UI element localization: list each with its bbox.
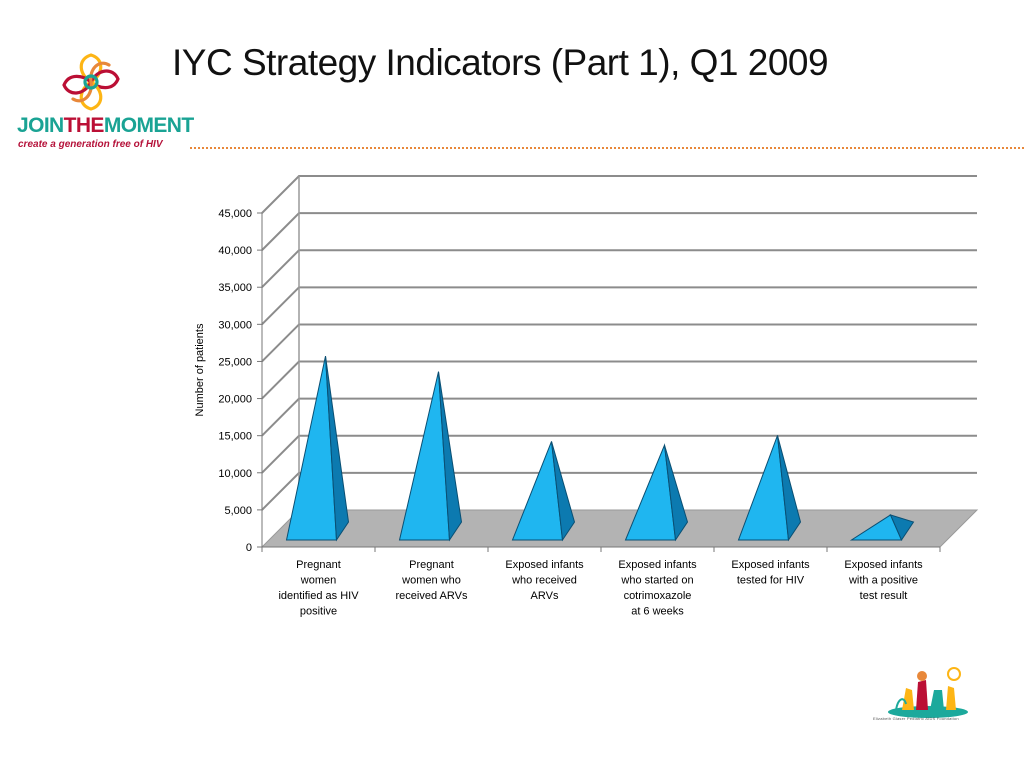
x-category-label-line: positive xyxy=(300,606,337,618)
x-category-label-line: who started on xyxy=(620,575,693,587)
egpaf-logo xyxy=(888,667,968,718)
x-category-label-line: who received xyxy=(511,575,577,587)
x-category-label-line: women xyxy=(300,575,336,587)
y-tick-label: 20,000 xyxy=(218,394,252,406)
x-category-label: Exposed infants with a positive test resul… xyxy=(844,559,923,602)
bar-pyramid-side xyxy=(438,371,463,542)
y-tick-label: 40,000 xyxy=(218,245,252,257)
logo-word-the: THE xyxy=(63,114,105,137)
x-category-label-line: ARVs xyxy=(531,590,559,602)
title-divider xyxy=(190,147,1024,149)
logo-word-join: JOIN xyxy=(17,114,64,137)
bar-pyramid-side xyxy=(889,514,915,542)
x-category-label-line: with a positive xyxy=(848,575,918,587)
logo-wordmark: JOINTHEMOMENT xyxy=(17,114,194,138)
y-tick-label: 25,000 xyxy=(218,356,252,368)
bar-pyramid-side xyxy=(551,441,576,542)
slide-title: IYC Strategy Indicators (Part 1), Q1 200… xyxy=(172,42,829,83)
y-tick-label: 45,000 xyxy=(218,208,252,220)
y-axis-title: Number of patients xyxy=(194,323,206,416)
x-category-label-line: Exposed infants xyxy=(731,559,810,571)
x-category-label-line: cotrimoxazole xyxy=(624,590,692,602)
y-tick-label: 5,000 xyxy=(224,505,252,517)
chart-back-wall xyxy=(299,176,977,510)
x-category-label-line: Pregnant xyxy=(409,559,454,571)
x-category-label: Exposed infants tested for HIV xyxy=(731,559,810,587)
bar-pyramid-side xyxy=(325,355,350,542)
x-category-label: Pregnant women identified as HIV positive xyxy=(278,559,359,618)
x-category-label-line: Exposed infants xyxy=(618,559,697,571)
x-category-label-line: Exposed infants xyxy=(505,559,584,571)
x-category-label-line: test result xyxy=(860,590,908,602)
x-category-label-line: women who xyxy=(401,575,461,587)
x-category-label-line: received ARVs xyxy=(396,590,468,602)
logo-tagline: create a generation free of HIV xyxy=(18,139,163,150)
x-category-label-line: at 6 weeks xyxy=(631,606,684,618)
egpaf-caption: Elizabeth Glaser Pediatric AIDS Foundati… xyxy=(873,716,959,721)
bar-pyramid-side xyxy=(664,444,689,542)
x-category-label: Exposed infants who started on cotrimoxazo… xyxy=(618,559,697,618)
y-tick-label: 35,000 xyxy=(218,282,252,294)
x-category-label-line: identified as HIV xyxy=(278,590,359,602)
join-the-moment-emblem xyxy=(62,53,120,111)
x-category-label: Pregnant women who received ARVs xyxy=(396,559,468,602)
y-tick-label: 30,000 xyxy=(218,319,252,331)
x-category-label-line: Exposed infants xyxy=(844,559,923,571)
y-tick-label: 10,000 xyxy=(218,468,252,480)
y-tick-label: 15,000 xyxy=(218,431,252,443)
y-tick-label: 0 xyxy=(246,542,252,554)
x-category-label-line: Pregnant xyxy=(296,559,341,571)
logo-word-moment: MOMENT xyxy=(103,114,194,137)
bar-pyramid-side xyxy=(777,435,802,542)
x-category-label-line: tested for HIV xyxy=(737,575,805,587)
x-category-label: Exposed infants who received ARVs xyxy=(505,559,584,602)
